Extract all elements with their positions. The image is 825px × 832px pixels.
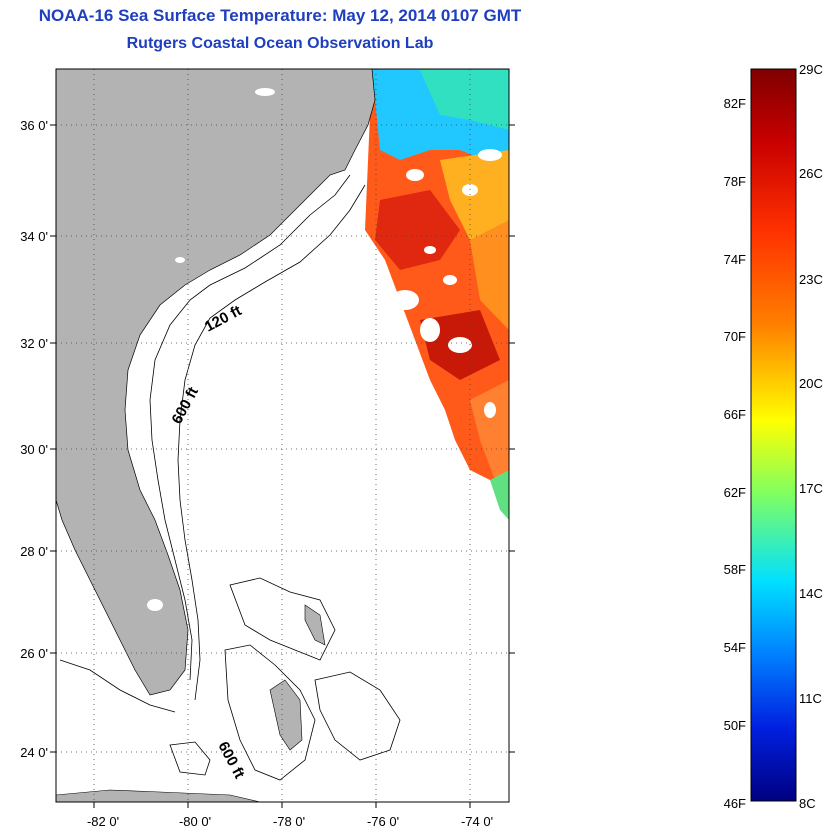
lon-label: -76 0' bbox=[367, 814, 399, 829]
contour-bahamas-bank bbox=[229, 577, 336, 661]
land-masses bbox=[56, 69, 376, 802]
temperature-colorbar bbox=[750, 68, 797, 802]
colorbar-c-label: 26C bbox=[799, 166, 823, 181]
contour-keys bbox=[59, 659, 176, 713]
colorbar-f-label: 70F bbox=[724, 329, 746, 344]
bahamas-andros bbox=[269, 679, 303, 751]
lon-label: -74 0' bbox=[461, 814, 493, 829]
lon-label: -80 0' bbox=[179, 814, 211, 829]
colorbar-c-label: 11C bbox=[799, 691, 822, 706]
contour-cay-sal bbox=[169, 741, 211, 776]
contour-600ft bbox=[177, 184, 366, 701]
colorbar-c-label: 14C bbox=[799, 586, 823, 601]
lat-label: 32 0' bbox=[20, 336, 48, 351]
lat-label: 30 0' bbox=[20, 442, 48, 457]
lat-label: 24 0' bbox=[20, 745, 48, 760]
colorbar-f-label: 58F bbox=[724, 562, 746, 577]
colorbar-c-label: 29C bbox=[799, 62, 823, 77]
us-mainland bbox=[56, 69, 376, 696]
cuba-coast bbox=[56, 789, 261, 802]
graticule bbox=[56, 69, 509, 802]
colorbar-f-label: 62F bbox=[724, 485, 746, 500]
colorbar-c-label: 17C bbox=[799, 481, 823, 496]
bahamas-abaco bbox=[304, 604, 326, 646]
lon-label: -78 0' bbox=[273, 814, 305, 829]
colorbar-f-label: 66F bbox=[724, 407, 746, 422]
lat-label: 34 0' bbox=[20, 229, 48, 244]
lat-label: 36 0' bbox=[20, 118, 48, 133]
colorbar-f-label: 50F bbox=[724, 718, 746, 733]
colorbar-f-label: 82F bbox=[724, 96, 746, 111]
colorbar-c-label: 20C bbox=[799, 376, 823, 391]
colorbar-f-label: 46F bbox=[724, 796, 746, 811]
colorbar-f-label: 54F bbox=[724, 640, 746, 655]
lat-label: 28 0' bbox=[20, 544, 48, 559]
inland-lakes bbox=[147, 88, 275, 611]
map-title: NOAA-16 Sea Surface Temperature: May 12,… bbox=[38, 6, 522, 25]
colorbar-f-label: 74F bbox=[724, 252, 746, 267]
map-subtitle: Rutgers Coastal Ocean Observation Lab bbox=[126, 35, 434, 52]
contour-bahamas-bank-2 bbox=[224, 644, 316, 781]
lat-label: 26 0' bbox=[20, 646, 48, 661]
axis-ticks bbox=[50, 124, 515, 808]
sst-satellite-swath bbox=[365, 69, 509, 520]
colorbar-c-label: 23C bbox=[799, 272, 823, 287]
contour-bahamas-bank-3 bbox=[314, 671, 401, 761]
isobath-contours bbox=[59, 174, 401, 781]
colorbar-c-label: 8C bbox=[799, 796, 816, 811]
contour-120ft bbox=[149, 174, 351, 681]
colorbar-f-label: 78F bbox=[724, 174, 746, 189]
lon-label: -82 0' bbox=[87, 814, 119, 829]
